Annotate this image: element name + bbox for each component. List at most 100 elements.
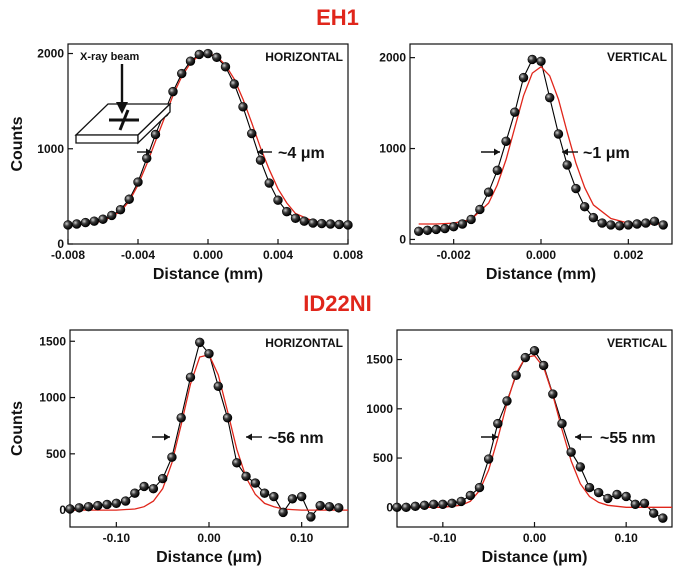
data-point (203, 48, 213, 59)
y-axis-title: Counts (9, 401, 26, 456)
data-point (630, 499, 641, 510)
x-axis-title: Distance (mm) (153, 266, 263, 283)
data-point (98, 214, 108, 224)
sample-plate-side (137, 102, 171, 145)
data-point (419, 500, 430, 511)
data-point (548, 389, 558, 399)
data-point (649, 216, 660, 226)
data-point (466, 214, 476, 225)
y-tick-label: 500 (373, 451, 393, 465)
orientation-label: HORIZONTAL (265, 50, 343, 64)
data-point (168, 86, 178, 97)
data-point (639, 498, 650, 509)
x-tick-label: 0.000 (526, 248, 556, 262)
plot-frame (409, 43, 673, 245)
fwhm-left-arrowhead (164, 433, 170, 441)
data-point (317, 218, 327, 229)
data-point (422, 225, 433, 236)
data-point (324, 502, 335, 512)
x-tick-label: 0.002 (613, 248, 643, 262)
data-point (282, 206, 292, 217)
data-point (185, 56, 196, 66)
data-point (527, 54, 537, 65)
data-point (474, 482, 485, 493)
x-tick-label: 0.10 (290, 531, 314, 545)
data-point (475, 204, 485, 215)
data-point (269, 491, 279, 502)
data-point (102, 499, 112, 510)
data-point (150, 129, 161, 140)
y-tick-label: 0 (386, 500, 393, 514)
data-point (562, 160, 572, 170)
data-point (148, 484, 159, 494)
data-point (229, 79, 239, 89)
fwhm-right-arrowhead (246, 433, 252, 441)
data-point (593, 487, 604, 498)
data-point (612, 489, 622, 500)
data-point (584, 482, 595, 493)
x-tick-label: 0.004 (263, 248, 293, 262)
data-point (72, 219, 82, 229)
data-point (571, 183, 581, 194)
data-point (520, 352, 531, 363)
data-point (120, 496, 131, 506)
x-tick-label: -0.004 (121, 248, 155, 262)
data-point (232, 458, 242, 468)
data-point (566, 447, 576, 457)
data-point (483, 454, 494, 464)
inset-label: X-ray beam (80, 51, 140, 63)
data-point (510, 107, 520, 117)
fwhm-label: ~56 nm (268, 430, 324, 447)
data-point (177, 68, 187, 79)
y-tick-label: 0 (59, 503, 66, 517)
data-point (614, 221, 625, 231)
data-point (448, 222, 459, 232)
orientation-label: VERTICAL (607, 50, 667, 64)
data-point (392, 502, 402, 512)
y-tick-label: 0 (57, 237, 64, 251)
chart-panel-2: -0.10 0.00 0.10 0 500 1000 1500 Distance (μm) Co… (9, 329, 349, 566)
sample-plate-front (75, 134, 139, 144)
fwhm-label: ~55 nm (600, 430, 656, 447)
data-point (401, 502, 411, 512)
data-point (529, 345, 540, 356)
x-tick-label: -0.008 (51, 248, 85, 262)
data-point (194, 49, 204, 60)
data-point (623, 220, 634, 230)
data-point (308, 218, 318, 228)
y-tick-label: 2000 (37, 47, 64, 61)
x-tick-label: -0.10 (103, 531, 131, 545)
fwhm-label: ~4 μm (278, 145, 325, 162)
data-point (502, 396, 512, 406)
data-point (431, 224, 441, 235)
data-point (222, 413, 233, 423)
data-point (93, 500, 103, 511)
orientation-label: HORIZONTAL (265, 336, 343, 350)
data-point (278, 507, 288, 518)
data-point (325, 219, 336, 229)
data-point (483, 187, 494, 197)
data-point (287, 494, 298, 504)
y-axis-title: Counts (9, 116, 26, 171)
data-point (518, 72, 529, 83)
data-point (658, 220, 668, 230)
data-point (511, 370, 521, 381)
data-point (65, 504, 75, 514)
data-point (195, 337, 205, 348)
x-tick-label: -0.10 (429, 531, 457, 545)
data-point (290, 213, 301, 223)
x-tick-label: 0.00 (523, 531, 547, 545)
xray-beam-inset: X-ray beam (74, 51, 172, 145)
data-point (343, 220, 353, 230)
data-point (241, 471, 251, 482)
data-point (440, 223, 450, 234)
section-title-id22ni: ID22NI (303, 291, 372, 316)
data-point (124, 194, 134, 204)
data-point (83, 502, 94, 512)
x-axis-title: Distance (mm) (486, 266, 596, 283)
data-point (457, 219, 468, 229)
plot-frame (69, 329, 349, 528)
data-point (536, 56, 546, 66)
data-point (553, 129, 564, 139)
data-point (414, 226, 424, 236)
